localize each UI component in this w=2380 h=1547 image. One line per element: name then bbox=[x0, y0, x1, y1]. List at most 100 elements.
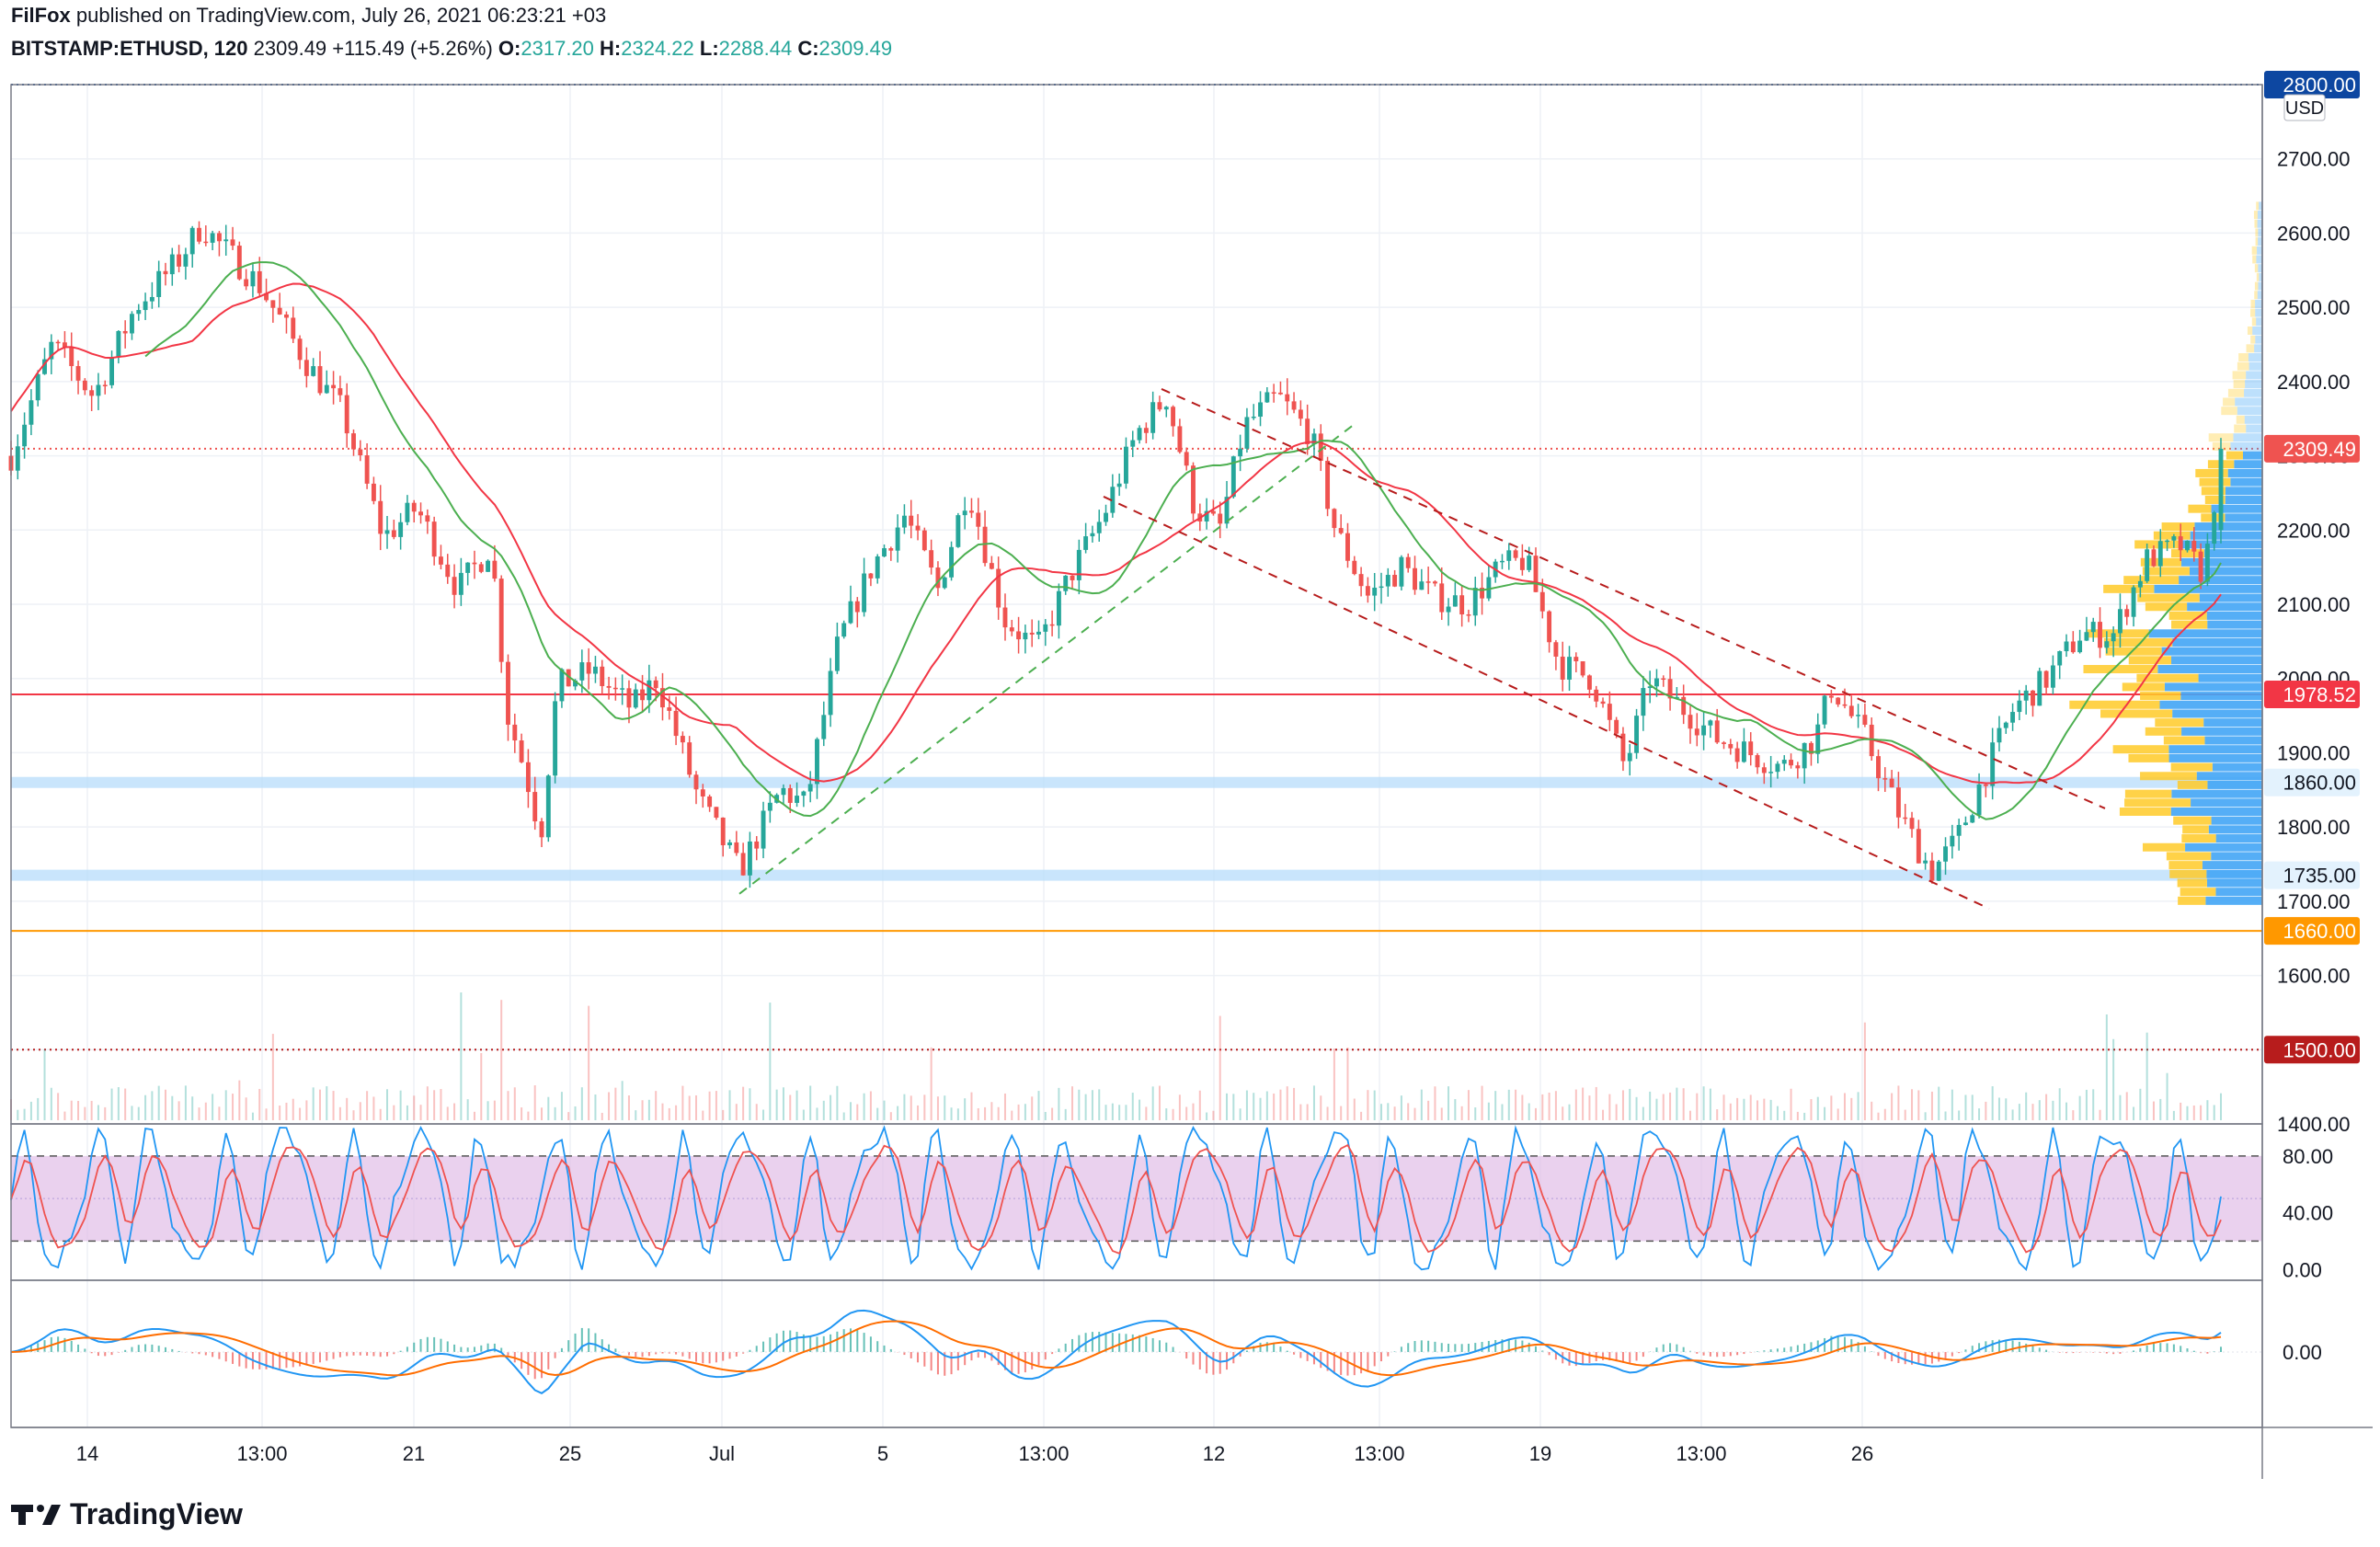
volume-bar bbox=[1810, 1099, 1813, 1120]
candle-body bbox=[1345, 533, 1350, 561]
vp-bar-up bbox=[2227, 468, 2262, 477]
candle-body bbox=[1539, 591, 1545, 612]
macd-hist-bar bbox=[560, 1347, 563, 1352]
candle-body bbox=[848, 601, 853, 624]
macd-hist-bar bbox=[1662, 1344, 1665, 1352]
vp-bar-up bbox=[2205, 896, 2262, 905]
volume-bar bbox=[1098, 1089, 1101, 1120]
time-tick-label: 13:00 bbox=[1676, 1442, 1726, 1465]
candle-body bbox=[264, 292, 269, 301]
macd-hist-bar bbox=[1997, 1339, 2000, 1352]
macd-hist-bar bbox=[695, 1352, 698, 1362]
candle-body bbox=[291, 317, 296, 339]
candle-body bbox=[1519, 557, 1525, 570]
candle-body bbox=[55, 341, 61, 344]
volume-bar bbox=[1400, 1095, 1402, 1120]
volume-bar bbox=[2166, 1072, 2168, 1120]
candle-body bbox=[1688, 715, 1693, 729]
candle-body bbox=[2171, 536, 2177, 541]
vp-bar-up bbox=[2255, 335, 2262, 344]
macd-hist-bar bbox=[372, 1352, 375, 1357]
volume-bar bbox=[889, 1112, 892, 1120]
volume-bar bbox=[2125, 1092, 2128, 1120]
vp-bar-up bbox=[2233, 433, 2262, 442]
vp-bar-down bbox=[2234, 424, 2247, 433]
price-label: 1735.00 bbox=[2283, 865, 2356, 888]
macd-hist-bar bbox=[2220, 1346, 2222, 1352]
macd-hist-bar bbox=[1367, 1352, 1369, 1371]
macd-hist-bar bbox=[1265, 1342, 1268, 1352]
candle-body bbox=[311, 366, 316, 376]
vp-bar-down bbox=[2256, 201, 2260, 211]
volume-bar bbox=[1843, 1093, 1846, 1120]
macd-hist-bar bbox=[533, 1352, 536, 1380]
candle-body bbox=[1191, 465, 1196, 514]
candle-body bbox=[102, 384, 108, 386]
macd-hist-bar bbox=[1588, 1352, 1591, 1364]
vp-bar-down bbox=[2227, 388, 2245, 397]
volume-bar bbox=[1440, 1107, 1443, 1120]
macd-hist-bar bbox=[1702, 1352, 1705, 1356]
volume-bar bbox=[1367, 1090, 1369, 1120]
candle-body bbox=[1970, 815, 1975, 823]
macd-hist-bar bbox=[1676, 1344, 1678, 1352]
volume-bar bbox=[2072, 1110, 2075, 1120]
macd-hist-bar bbox=[641, 1352, 644, 1358]
candle-body bbox=[700, 789, 705, 796]
macd-hist-bar bbox=[1118, 1333, 1121, 1352]
price-label-bg bbox=[2264, 681, 2360, 709]
candle-body bbox=[1828, 695, 1834, 698]
vp-bar-down bbox=[2100, 709, 2173, 718]
vp-bar-up bbox=[2244, 388, 2262, 397]
volume-bar bbox=[473, 1111, 475, 1120]
macd-hist-bar bbox=[2192, 1350, 2195, 1352]
macd-hist-bar bbox=[2112, 1352, 2115, 1355]
candle-body bbox=[2117, 609, 2123, 634]
high-value: 2324.22 bbox=[621, 37, 694, 60]
macd-hist-bar bbox=[541, 1352, 544, 1379]
macd-hist-bar bbox=[433, 1336, 436, 1352]
volume-bar bbox=[1299, 1104, 1302, 1120]
vp-bar-down bbox=[2105, 647, 2162, 656]
volume-bar bbox=[1407, 1103, 1410, 1120]
candle-body bbox=[1641, 688, 1646, 716]
candle-body bbox=[1594, 689, 1599, 702]
vp-bar-down bbox=[2173, 816, 2212, 825]
candle-body bbox=[909, 515, 914, 526]
macd-hist-bar bbox=[204, 1352, 207, 1356]
volume-bar bbox=[1608, 1094, 1611, 1120]
candle-body bbox=[1929, 860, 1935, 881]
macd-hist-bar bbox=[1621, 1352, 1624, 1363]
volume-bar bbox=[1568, 1104, 1571, 1120]
tradingview-logo[interactable]: TradingView bbox=[11, 1497, 243, 1531]
macd-hist-bar bbox=[507, 1352, 509, 1356]
macd-hist-bar bbox=[1400, 1346, 1402, 1352]
candle-body bbox=[2212, 512, 2217, 544]
candle-body bbox=[364, 455, 370, 484]
macd-hist-bar bbox=[473, 1346, 475, 1352]
vp-bar-up bbox=[2248, 361, 2262, 371]
volume-bar bbox=[1031, 1096, 1034, 1120]
macd-hist-bar bbox=[144, 1344, 147, 1352]
candle-body bbox=[687, 742, 692, 775]
vp-bar-up bbox=[2168, 745, 2262, 754]
candle-body bbox=[1049, 624, 1055, 626]
stoch-tick-label: 80.00 bbox=[2283, 1145, 2333, 1168]
candle-body bbox=[506, 661, 510, 725]
candle-body bbox=[2104, 641, 2110, 648]
candle-body bbox=[1916, 829, 1921, 864]
candle-body bbox=[2198, 551, 2203, 582]
volume-bar bbox=[1198, 1090, 1201, 1120]
macd-hist-bar bbox=[681, 1352, 684, 1357]
volume-bar bbox=[2206, 1100, 2209, 1120]
candle-body bbox=[935, 567, 941, 589]
macd-hist-bar bbox=[1293, 1352, 1296, 1355]
vp-bar-up bbox=[2206, 878, 2262, 888]
volume-bar bbox=[1413, 1107, 1416, 1120]
candle-body bbox=[1432, 581, 1437, 584]
volume-bar bbox=[1273, 1093, 1276, 1120]
volume-bar bbox=[964, 1098, 967, 1120]
candle-body bbox=[1486, 577, 1492, 599]
volume-bar bbox=[386, 1089, 389, 1120]
